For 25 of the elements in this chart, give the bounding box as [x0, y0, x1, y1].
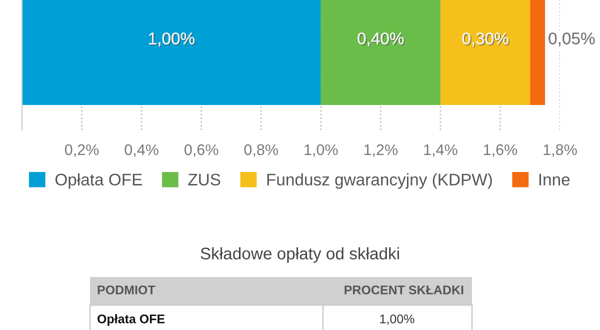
legend-label: ZUS	[188, 174, 220, 186]
x-tick-label: 1,4%	[424, 144, 458, 157]
data-label: 0,30%	[462, 32, 510, 48]
x-tick-label: 0,8%	[244, 144, 278, 157]
legend-label: Opłata OFE	[55, 173, 142, 189]
data-label: 0,05%	[548, 32, 595, 46]
x-tick-label: 0,6%	[184, 144, 218, 157]
legend-label: Inne	[539, 174, 570, 186]
text: 1,00%	[380, 314, 414, 325]
bar	[440, 0, 530, 105]
legend-label: Fundusz gwarancyjny (KDPW)	[267, 173, 492, 189]
x-tick-label: 1,0%	[304, 144, 338, 157]
x-tick-label: 1,8%	[544, 144, 577, 157]
x-tick-label: 1,2%	[364, 144, 398, 157]
bar	[320, 0, 440, 105]
text: PODMIOT	[98, 286, 156, 294]
x-tick-label: 0,4%	[124, 144, 158, 157]
text: Składowe opłaty od składki	[200, 247, 399, 263]
bar	[530, 0, 546, 105]
data-label: 0,40%	[358, 32, 405, 48]
x-tick-label: 1,6%	[484, 144, 518, 157]
text: PROCENT SKŁADKI	[344, 286, 464, 294]
data-label: 1,00%	[149, 32, 196, 48]
text: Opłata OFE	[98, 314, 165, 326]
x-tick-label: 0,2%	[64, 144, 99, 157]
